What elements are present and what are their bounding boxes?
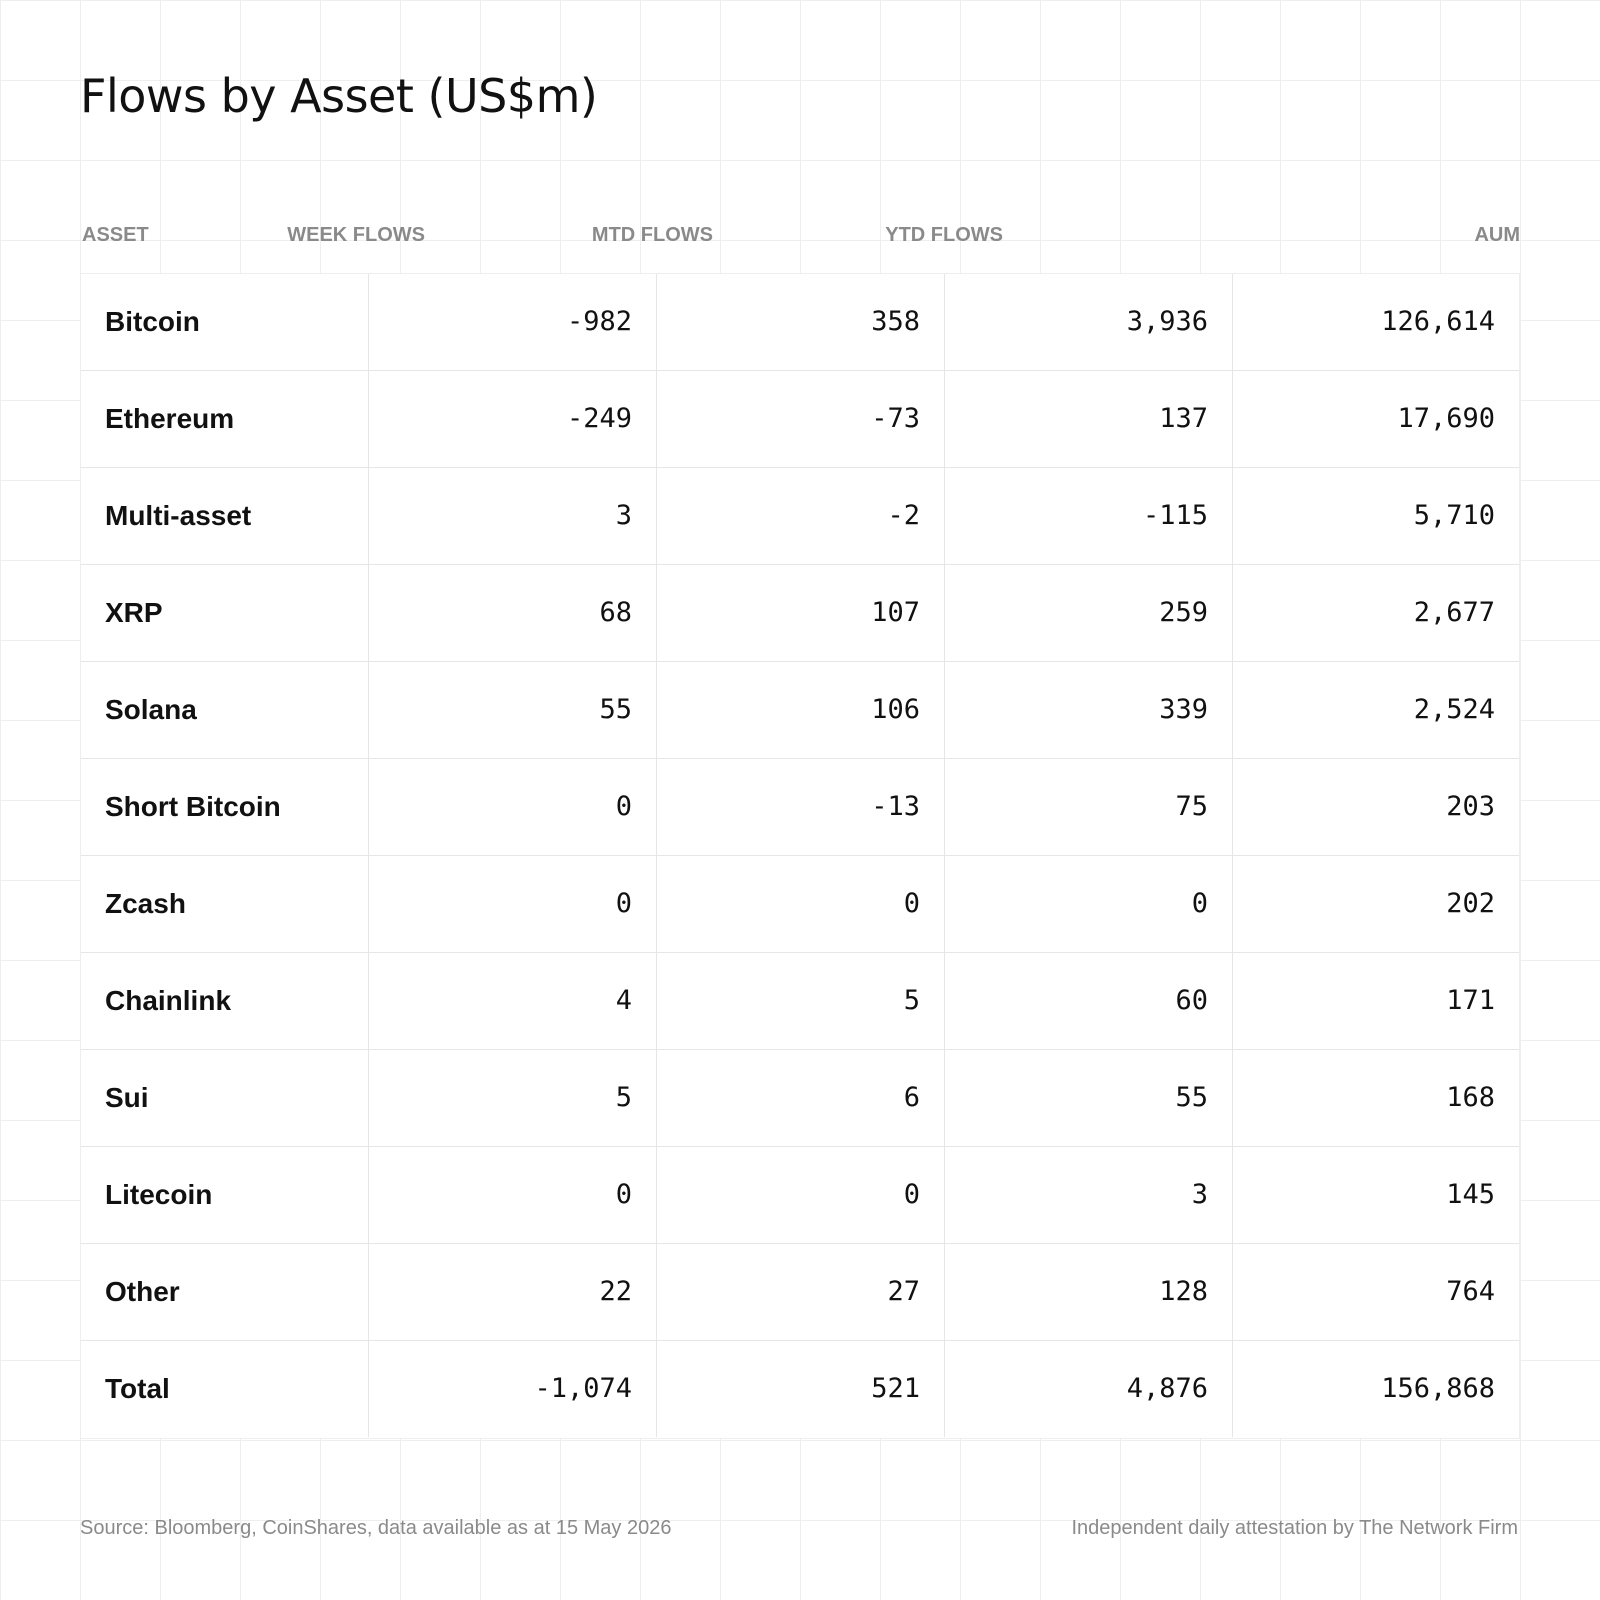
week-flows-value: -249 (369, 371, 657, 467)
aum-value: 5,710 (1413, 500, 1495, 531)
week-flows-value: 0 (369, 1147, 657, 1243)
asset-name: Litecoin (81, 1147, 369, 1243)
week-flows-value: 3 (369, 468, 657, 564)
mtd-flows-value: 0 (657, 1147, 945, 1243)
week-flows-value: -982 (369, 274, 657, 370)
table-row: Bitcoin -982 358 3,936 126,614 (81, 274, 1519, 371)
asset-name: Other (81, 1244, 369, 1340)
aum-value: 126,614 (1381, 306, 1495, 337)
aum-value: 2,524 (1413, 694, 1495, 725)
asset-name: Ethereum (81, 371, 369, 467)
asset-name: Bitcoin (81, 274, 369, 370)
week-flows-value: 5 (369, 1050, 657, 1146)
mtd-flows-value: 27 (657, 1244, 945, 1340)
week-flows-value: 68 (369, 565, 657, 661)
ytd-flows-value: 137 (945, 371, 1233, 467)
attestation-note: Independent daily attestation by The Net… (1071, 1517, 1518, 1539)
column-header-asset: ASSET (82, 224, 149, 246)
ytd-flows-value: 3 (945, 1147, 1233, 1243)
mtd-flows-value: 521 (657, 1341, 945, 1437)
week-flows-value: 0 (369, 856, 657, 952)
asset-name: Total (81, 1341, 369, 1437)
ytd-flows-value: 3,936 (945, 274, 1233, 370)
week-flows-value: 22 (369, 1244, 657, 1340)
asset-name: Sui (81, 1050, 369, 1146)
column-header-week-flows: WEEK FLOWS (287, 224, 425, 246)
aum-value: 202 (1446, 888, 1495, 919)
table-row: Solana 55 106 339 2,524 (81, 662, 1519, 759)
asset-name: XRP (81, 565, 369, 661)
table-row: Multi-asset 3 -2 -115 5,710 (81, 468, 1519, 565)
aum-value: 145 (1446, 1179, 1495, 1210)
table-row-total: Total -1,074 521 4,876 156,868 (81, 1341, 1519, 1438)
mtd-flows-value: -2 (657, 468, 945, 564)
page-title: Flows by Asset (US$m) (80, 69, 598, 123)
week-flows-value: 55 (369, 662, 657, 758)
mtd-flows-value: 6 (657, 1050, 945, 1146)
ytd-flows-value: 259 (945, 565, 1233, 661)
ytd-flows-value: 55 (945, 1050, 1233, 1146)
asset-name: Multi-asset (81, 468, 369, 564)
table-row: Other 22 27 128 764 (81, 1244, 1519, 1341)
table-row: Zcash 0 0 0 202 (81, 856, 1519, 953)
source-note: Source: Bloomberg, CoinShares, data avai… (80, 1517, 672, 1539)
week-flows-value: -1,074 (369, 1341, 657, 1437)
aum-value: 17,690 (1397, 403, 1495, 434)
aum-value: 156,868 (1381, 1373, 1495, 1404)
column-header-aum: AUM (1474, 224, 1520, 246)
aum-value: 171 (1446, 985, 1495, 1016)
ytd-flows-value: 60 (945, 953, 1233, 1049)
asset-name: Solana (81, 662, 369, 758)
column-header-ytd-flows: YTD FLOWS (885, 224, 1003, 246)
table-header: ASSET WEEK FLOWS MTD FLOWS YTD FLOWS AUM (80, 220, 1520, 250)
table-row: Litecoin 0 0 3 145 (81, 1147, 1519, 1244)
aum-value: 764 (1446, 1276, 1495, 1307)
mtd-flows-value: 0 (657, 856, 945, 952)
mtd-flows-value: 5 (657, 953, 945, 1049)
ytd-flows-value: 128 (945, 1244, 1233, 1340)
aum-value: 2,677 (1413, 597, 1495, 628)
ytd-flows-value: 75 (945, 759, 1233, 855)
ytd-flows-value: -115 (945, 468, 1233, 564)
table-row: Short Bitcoin 0 -13 75 203 (81, 759, 1519, 856)
mtd-flows-value: 358 (657, 274, 945, 370)
aum-value: 203 (1446, 791, 1495, 822)
mtd-flows-value: -13 (657, 759, 945, 855)
table-row: Sui 5 6 55 168 (81, 1050, 1519, 1147)
ytd-flows-value: 0 (945, 856, 1233, 952)
mtd-flows-value: 106 (657, 662, 945, 758)
week-flows-value: 0 (369, 759, 657, 855)
mtd-flows-value: -73 (657, 371, 945, 467)
table-row: XRP 68 107 259 2,677 (81, 565, 1519, 662)
asset-name: Short Bitcoin (81, 759, 369, 855)
asset-name: Zcash (81, 856, 369, 952)
week-flows-value: 4 (369, 953, 657, 1049)
flows-table: Bitcoin -982 358 3,936 126,614 Ethereum … (80, 273, 1520, 1439)
column-header-mtd-flows: MTD FLOWS (591, 224, 713, 246)
table-row: Ethereum -249 -73 137 17,690 (81, 371, 1519, 468)
ytd-flows-value: 4,876 (945, 1341, 1233, 1437)
ytd-flows-value: 339 (945, 662, 1233, 758)
aum-value: 168 (1446, 1082, 1495, 1113)
table-row: Chainlink 4 5 60 171 (81, 953, 1519, 1050)
mtd-flows-value: 107 (657, 565, 945, 661)
asset-name: Chainlink (81, 953, 369, 1049)
